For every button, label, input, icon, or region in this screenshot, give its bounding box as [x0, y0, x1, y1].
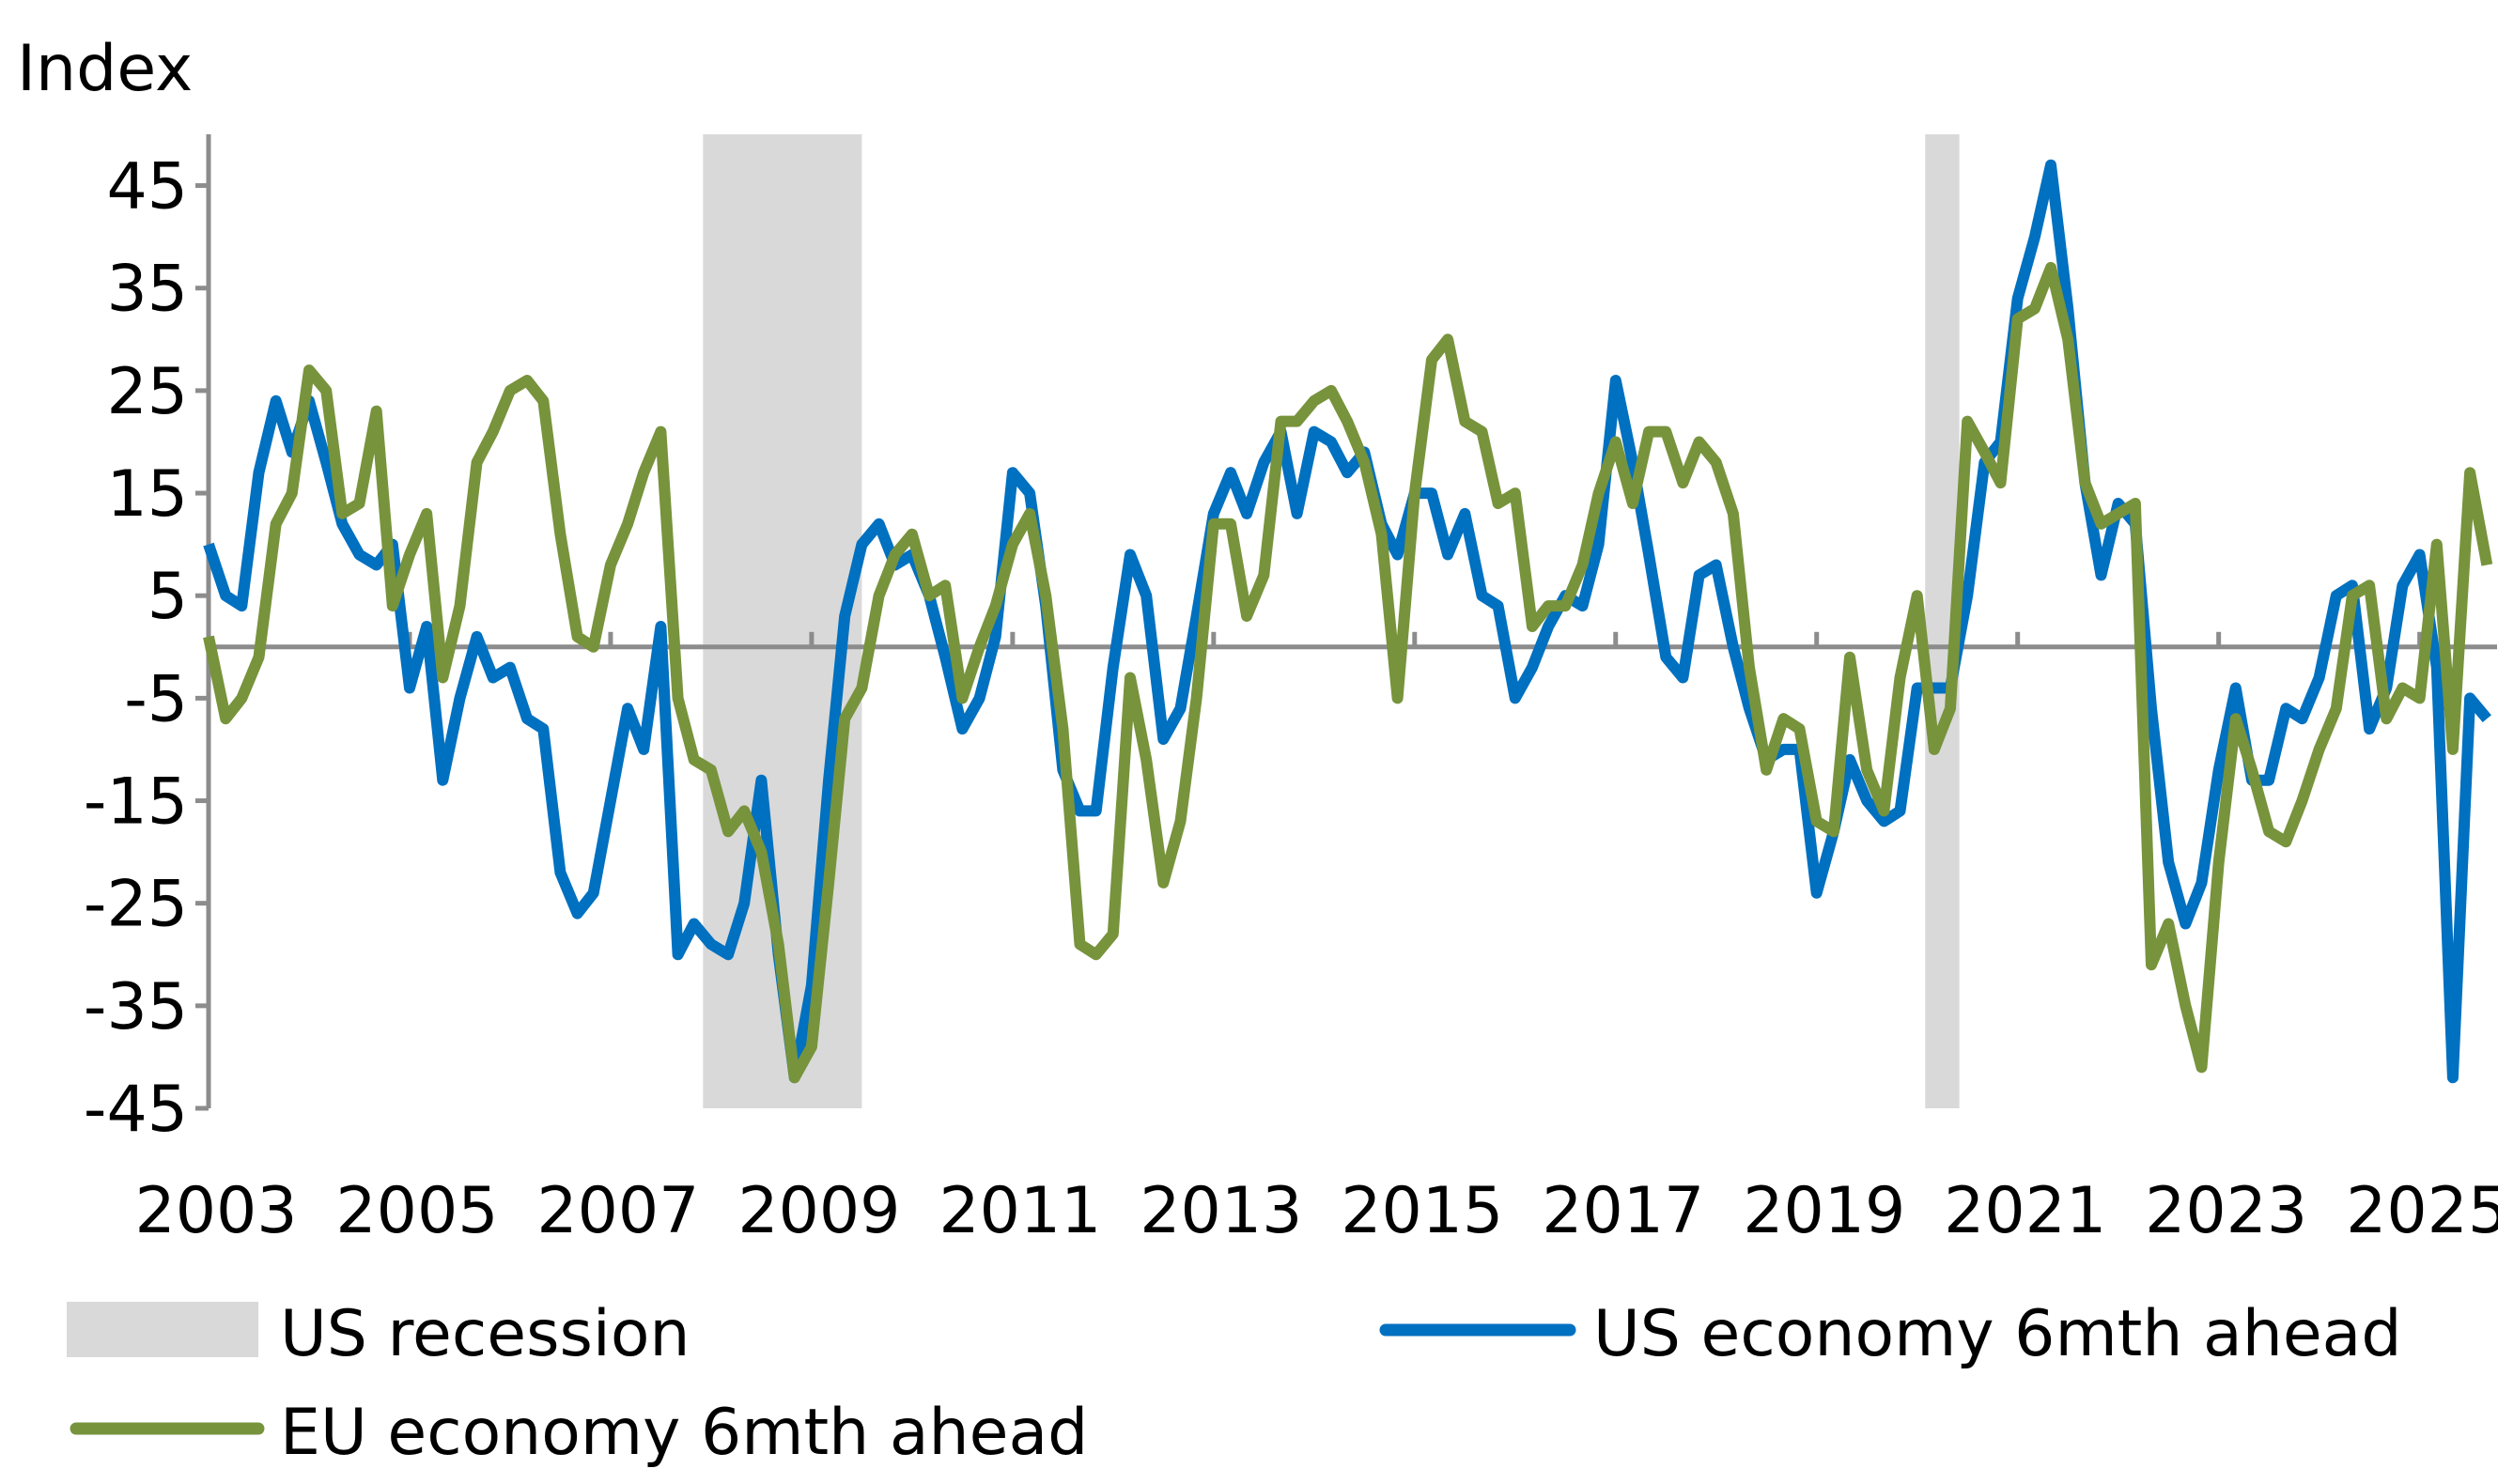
y-axis-label: Index: [17, 32, 193, 106]
x-tick-label: 2015: [1341, 1174, 1503, 1248]
x-tick-label: 2023: [2145, 1174, 2307, 1248]
legend-swatch: [67, 1302, 258, 1357]
legend-label: US recession: [280, 1297, 690, 1371]
x-tick-label: 2003: [134, 1174, 297, 1248]
series-line: [203, 159, 2491, 1084]
y-tick-label: -45: [84, 1073, 188, 1147]
x-tick-label: 2009: [737, 1174, 900, 1248]
y-tick-label: -15: [84, 765, 188, 840]
y-tick-label: -5: [124, 662, 188, 736]
legend-label: US economy 6mth ahead: [1593, 1297, 2402, 1371]
x-tick-label: 2011: [939, 1174, 1101, 1248]
y-tick-label: 45: [106, 150, 188, 224]
x-tick-label: 2021: [1944, 1174, 2106, 1248]
x-tick-label: 2007: [536, 1174, 699, 1248]
y-tick-label: -25: [84, 868, 188, 942]
x-tick-label: 2005: [335, 1174, 498, 1248]
y-tick-label: -35: [84, 970, 188, 1044]
y-tick-label: 15: [106, 457, 188, 532]
series-line: [203, 261, 2493, 1084]
y-tick-label: 35: [106, 253, 188, 327]
y-tick-label: 25: [106, 355, 188, 429]
x-tick-label: 2019: [1743, 1174, 1905, 1248]
legend-label: EU economy 6mth ahead: [280, 1396, 1088, 1470]
x-tick-label: 2013: [1140, 1174, 1302, 1248]
y-tick-label: 5: [147, 560, 188, 634]
x-tick-label: 2017: [1542, 1174, 1704, 1248]
x-tick-label: 2025: [2346, 1174, 2498, 1248]
